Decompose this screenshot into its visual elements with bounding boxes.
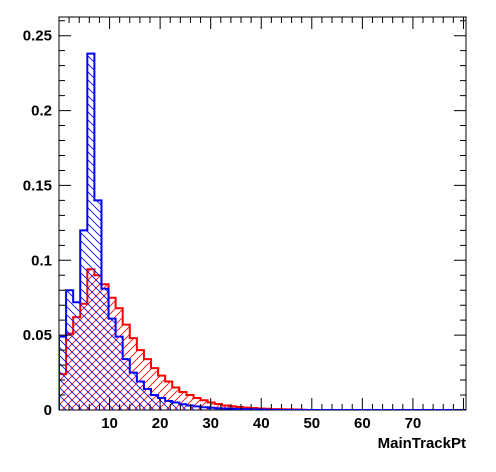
x-axis-title: MainTrackPt — [378, 435, 466, 452]
histogram-bin — [116, 337, 123, 410]
series-1-fill — [59, 53, 466, 410]
histogram-bin — [236, 409, 243, 410]
series-layer — [59, 52, 466, 410]
y-tick-label: 0.1 — [31, 252, 52, 269]
histogram-bin — [186, 406, 193, 410]
x-tick-label: 60 — [354, 415, 371, 432]
histogram-bin — [158, 398, 165, 410]
x-tick-label: 10 — [101, 415, 118, 432]
y-tick-labels: 0 0.05 0.1 0.15 0.2 0.25 — [23, 28, 52, 419]
histogram-bin — [137, 382, 144, 410]
x-tick-label: 20 — [152, 415, 169, 432]
y-tick-label: 0.05 — [23, 327, 52, 344]
histogram-bin — [222, 409, 229, 410]
histogram-bin — [73, 302, 80, 410]
histogram-bin — [101, 289, 108, 410]
y-tick-label: 0.2 — [31, 103, 52, 120]
y-tick-label: 0.15 — [23, 177, 52, 194]
histogram-bin — [123, 359, 130, 410]
histogram-bin — [172, 403, 179, 410]
x-tick-label: 30 — [202, 415, 219, 432]
histogram-bin — [229, 409, 236, 410]
x-tick-label: 70 — [405, 415, 422, 432]
histogram-bin — [80, 230, 87, 410]
histogram-bin — [94, 200, 101, 410]
x-tick-label: 50 — [303, 415, 320, 432]
histogram-bin — [243, 409, 250, 410]
x-tick-label: 40 — [253, 415, 270, 432]
histogram-bin — [201, 407, 208, 410]
series-1-outline — [59, 52, 466, 410]
y-tick-label: 0.25 — [23, 28, 52, 45]
axis-ticks — [58, 17, 466, 411]
tick-marks — [58, 17, 466, 411]
histogram-bin — [87, 54, 94, 410]
histogram-bin — [151, 395, 158, 410]
histogram-bin — [66, 290, 73, 410]
histogram-bin — [109, 319, 116, 410]
histogram-bin — [165, 401, 172, 410]
histogram-bin — [130, 373, 137, 410]
x-tick-labels: 10 20 30 40 50 60 70 — [101, 415, 421, 432]
histogram-bin — [193, 406, 200, 410]
y-tick-label: 0 — [44, 402, 52, 419]
histogram-bin — [59, 337, 66, 410]
histogram-bin — [208, 408, 215, 410]
series-1 — [59, 52, 466, 410]
